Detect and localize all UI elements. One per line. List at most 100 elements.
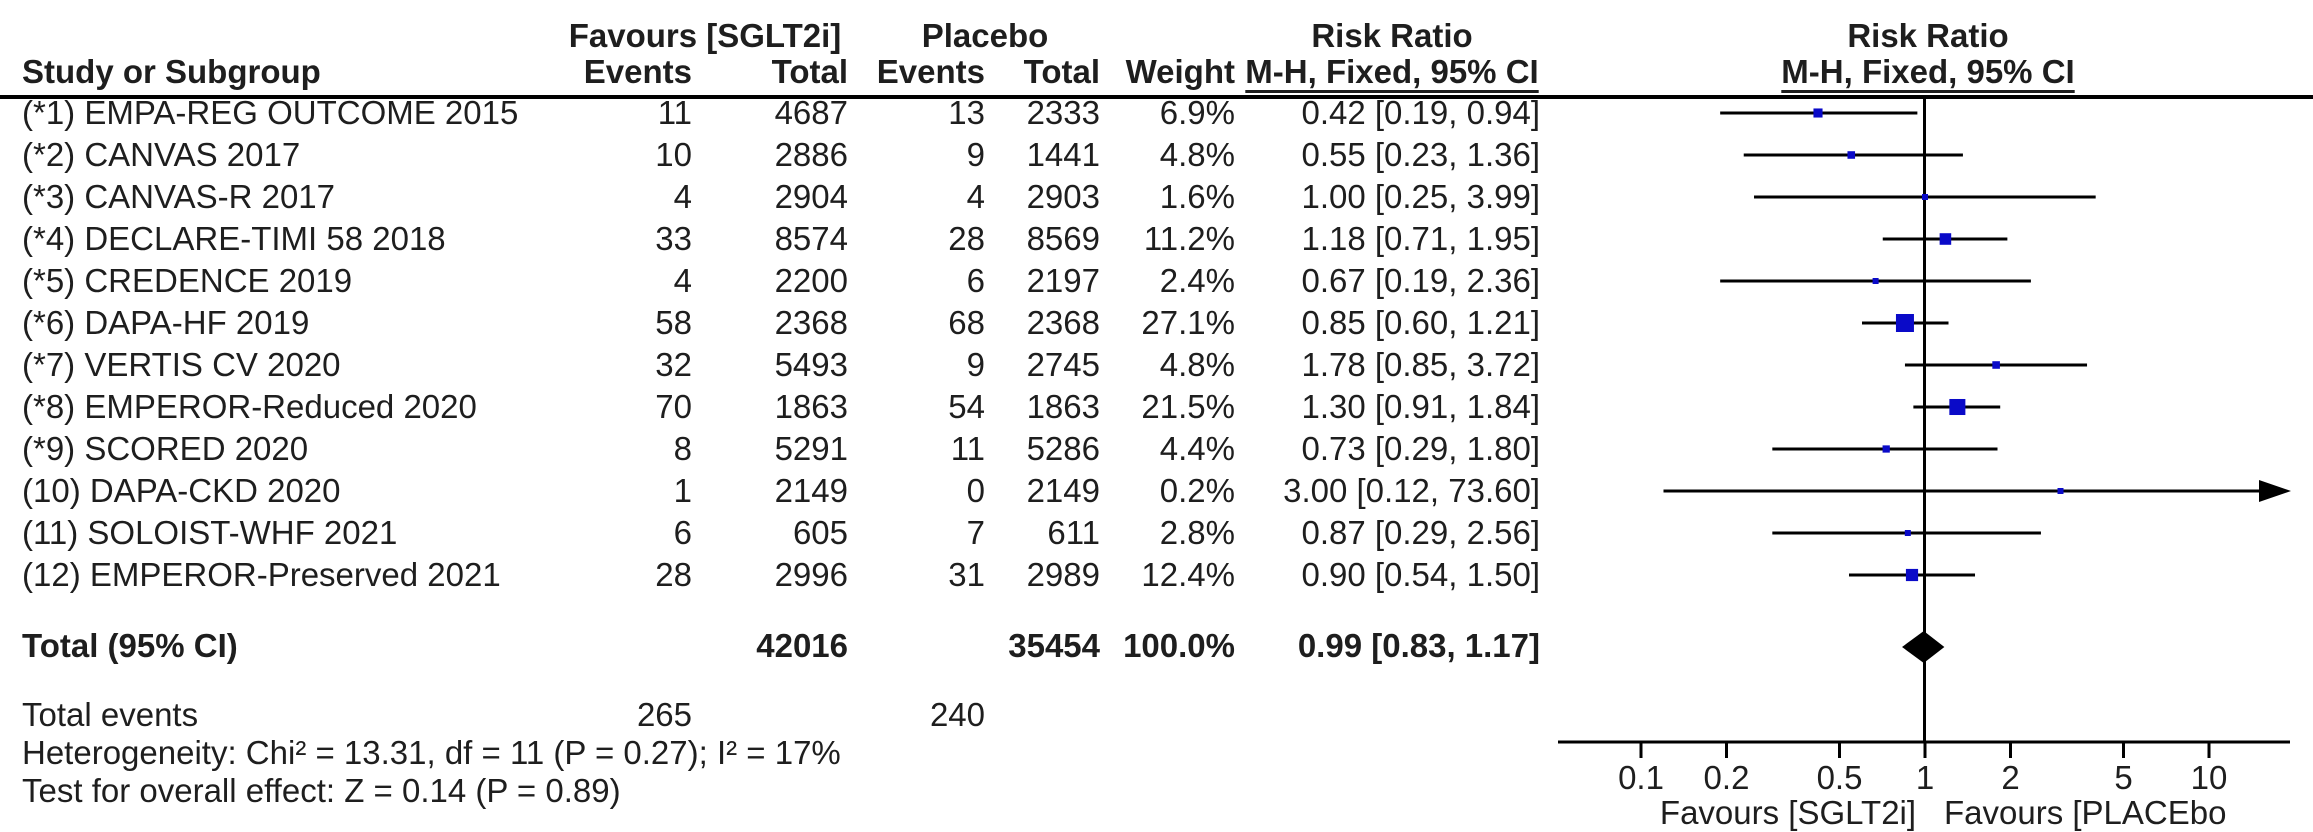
effect-square	[1939, 233, 1952, 245]
tick-label: 0.5	[1817, 759, 1863, 796]
study-label: (12) EMPEROR-Preserved 2021	[22, 556, 501, 593]
study-label: (*9) SCORED 2020	[22, 430, 309, 467]
mh-fixed-ci-header-text-col: M-H, Fixed, 95% CI	[1245, 53, 1539, 90]
total-sglt2i-header: Total	[771, 53, 848, 90]
events-placebo: 28	[948, 220, 985, 257]
events-placebo: 9	[966, 136, 985, 173]
events-sglt2i: 11	[657, 94, 692, 131]
events-placebo: 4	[966, 178, 985, 215]
mh-fixed-ci-header-plot-col: M-H, Fixed, 95% CI	[1781, 53, 2075, 90]
heterogeneity-stats: Heterogeneity: Chi² = 13.31, df = 11 (P …	[22, 734, 841, 771]
total-placebo: 611	[1047, 514, 1100, 551]
effect-square	[1895, 314, 1914, 332]
events-sglt2i-header: Events	[583, 53, 692, 90]
tick-label: 0.1	[1618, 759, 1664, 796]
events-placebo: 11	[950, 430, 985, 467]
risk-ratio-ci: 1.18 [0.71, 1.95]	[1301, 220, 1540, 257]
weight: 11.2%	[1143, 220, 1235, 257]
risk-ratio-ci: 0.73 [0.29, 1.80]	[1301, 430, 1540, 467]
total-placebo: 2989	[1026, 556, 1100, 593]
events-sglt2i: 58	[655, 304, 692, 341]
study-label: (*5) CREDENCE 2019	[22, 262, 353, 299]
total-weight-value: 100.0%	[1123, 627, 1235, 664]
summary-diamond	[1902, 631, 1945, 663]
risk-ratio-ci: 0.67 [0.19, 2.36]	[1301, 262, 1540, 299]
study-label: (*7) VERTIS CV 2020	[22, 346, 341, 383]
events-sglt2i: 6	[673, 514, 692, 551]
events-sglt2i: 32	[655, 346, 692, 383]
total-sglt2i: 2149	[774, 472, 848, 509]
group-header-placebo: Placebo	[921, 17, 1049, 54]
total-events-placebo-value: 240	[929, 696, 985, 733]
risk-ratio-ci: 0.55 [0.23, 1.36]	[1301, 136, 1540, 173]
total-placebo: 2197	[1026, 262, 1100, 299]
total-events-label: Total events	[22, 696, 199, 733]
favours-right-label: Favours [PLACEbo	[1944, 794, 2226, 831]
tick-label: 2	[2001, 759, 2019, 796]
weight: 4.4%	[1159, 430, 1235, 467]
total-placebo: 2149	[1026, 472, 1100, 509]
total-placebo: 2745	[1026, 346, 1100, 383]
events-sglt2i: 4	[673, 178, 692, 215]
effect-square	[1813, 108, 1823, 118]
tick-label: 10	[2191, 759, 2228, 796]
events-sglt2i: 4	[673, 262, 692, 299]
events-placebo: 68	[948, 304, 985, 341]
events-placebo: 31	[948, 556, 985, 593]
total-sglt2i: 2200	[774, 262, 848, 299]
events-placebo: 7	[966, 514, 985, 551]
effect-square	[1905, 568, 1919, 582]
weight: 21.5%	[1141, 388, 1235, 425]
weight: 2.4%	[1159, 262, 1235, 299]
weight: 4.8%	[1159, 346, 1235, 383]
risk-ratio-ci: 1.78 [0.85, 3.72]	[1301, 346, 1540, 383]
total-sglt2i: 5493	[774, 346, 848, 383]
total-placebo-header: Total	[1023, 53, 1100, 90]
study-label: (*4) DECLARE-TIMI 58 2018	[22, 220, 446, 257]
effect-square	[2057, 488, 2064, 494]
risk-ratio-header-text-col: Risk Ratio	[1311, 17, 1473, 54]
study-label: (*3) CANVAS-R 2017	[22, 178, 336, 215]
events-placebo: 9	[966, 346, 985, 383]
header-divider	[0, 95, 2313, 99]
total-placebo: 2333	[1026, 94, 1100, 131]
events-sglt2i: 10	[655, 136, 692, 173]
total-placebo: 2368	[1026, 304, 1100, 341]
total-placebo: 2903	[1026, 178, 1100, 215]
events-sglt2i: 1	[673, 472, 692, 509]
total-events-sglt2i-value: 265	[636, 696, 692, 733]
risk-ratio-ci: 0.90 [0.54, 1.50]	[1301, 556, 1540, 593]
effect-square	[1992, 361, 2000, 369]
total-sglt2i-value: 42016	[756, 627, 848, 664]
study-label: (11) SOLOIST-WHF 2021	[22, 514, 398, 551]
tick-label: 1	[1916, 759, 1934, 796]
study-label: (10) DAPA-CKD 2020	[22, 472, 341, 509]
favours-left-label: Favours [SGLT2i]	[1660, 794, 1916, 831]
effect-square	[1882, 445, 1890, 453]
total-placebo-value: 35454	[1008, 627, 1100, 664]
total-sglt2i: 605	[792, 514, 848, 551]
total-placebo: 5286	[1026, 430, 1100, 467]
effect-square	[1904, 530, 1911, 536]
risk-ratio-ci: 1.30 [0.91, 1.84]	[1301, 388, 1540, 425]
total-placebo: 1441	[1026, 136, 1100, 173]
total-row-label: Total (95% CI)	[22, 627, 238, 664]
total-sglt2i: 2996	[774, 556, 848, 593]
total-ci-value: 0.99 [0.83, 1.17]	[1297, 627, 1540, 664]
total-sglt2i: 5291	[774, 430, 848, 467]
risk-ratio-ci: 1.00 [0.25, 3.99]	[1301, 178, 1540, 215]
weight: 12.4%	[1141, 556, 1235, 593]
weight: 2.8%	[1159, 514, 1235, 551]
study-label: (*8) EMPEROR-Reduced 2020	[22, 388, 477, 425]
group-header-favours-sglt2i: Favours [SGLT2i]	[568, 17, 842, 54]
events-sglt2i: 70	[655, 388, 692, 425]
weight: 6.9%	[1159, 94, 1235, 131]
study-label: (*1) EMPA-REG OUTCOME 2015	[22, 94, 519, 131]
total-sglt2i: 8574	[774, 220, 848, 257]
total-sglt2i: 2368	[774, 304, 848, 341]
effect-square	[1949, 398, 1966, 416]
total-placebo: 1863	[1026, 388, 1100, 425]
